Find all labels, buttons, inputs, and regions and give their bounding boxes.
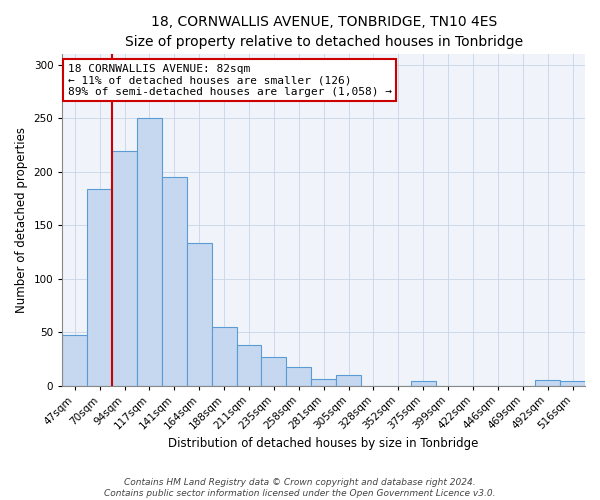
Bar <box>187 243 212 386</box>
Bar <box>87 188 112 386</box>
Bar <box>162 177 187 386</box>
Bar <box>560 382 585 386</box>
Bar <box>137 118 162 386</box>
Bar <box>411 382 436 386</box>
Text: 18 CORNWALLIS AVENUE: 82sqm
← 11% of detached houses are smaller (126)
89% of se: 18 CORNWALLIS AVENUE: 82sqm ← 11% of det… <box>68 64 392 97</box>
Title: 18, CORNWALLIS AVENUE, TONBRIDGE, TN10 4ES
Size of property relative to detached: 18, CORNWALLIS AVENUE, TONBRIDGE, TN10 4… <box>125 15 523 48</box>
Bar <box>286 368 311 386</box>
Text: Contains HM Land Registry data © Crown copyright and database right 2024.
Contai: Contains HM Land Registry data © Crown c… <box>104 478 496 498</box>
Bar <box>535 380 560 386</box>
Bar <box>112 151 137 386</box>
Bar <box>262 356 286 386</box>
Y-axis label: Number of detached properties: Number of detached properties <box>15 126 28 312</box>
Bar <box>336 375 361 386</box>
Bar <box>311 379 336 386</box>
Bar <box>236 345 262 386</box>
Bar <box>212 326 236 386</box>
X-axis label: Distribution of detached houses by size in Tonbridge: Distribution of detached houses by size … <box>169 437 479 450</box>
Bar <box>62 336 87 386</box>
